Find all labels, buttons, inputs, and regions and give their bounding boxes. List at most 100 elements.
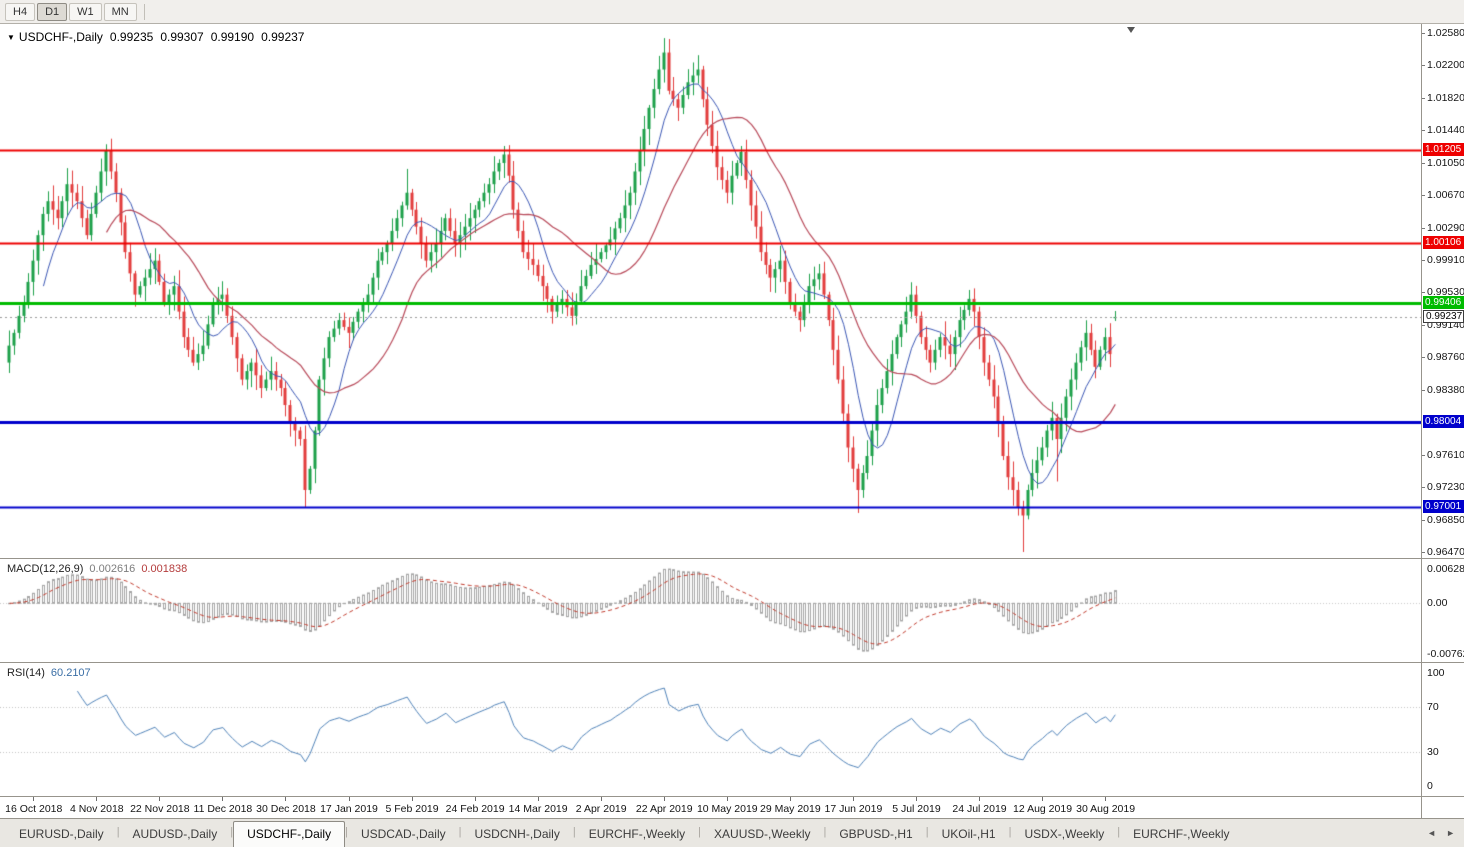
date-axis-tick-mark [726, 797, 728, 801]
timeframe-button-w1[interactable]: W1 [69, 2, 102, 21]
date-axis-label: 11 Dec 2018 [193, 803, 253, 815]
price-axis-tick-label: 0.99910 [1427, 253, 1464, 266]
price-axis-tick-mark [1422, 552, 1425, 553]
date-axis-tick-mark [285, 797, 287, 801]
rsi-indicator-name: RSI(14) [7, 667, 45, 679]
timeframe-button-mn[interactable]: MN [103, 2, 137, 21]
price-axis-tick-label: 1.02200 [1427, 59, 1464, 72]
price-axis-tick-label: 0.96470 [1427, 546, 1464, 558]
chart-tab-bar: EURUSD-,Daily | AUDUSD-,Daily | USDCHF-,Dail… [0, 818, 1464, 847]
date-axis-label: 17 Jan 2019 [320, 803, 378, 815]
price-axis-tick-label: 1.00290 [1427, 221, 1464, 234]
price-axis-tick-mark [1422, 227, 1425, 229]
price-axis-tick-label: 1.01050 [1427, 156, 1464, 169]
tab-separator: | [116, 826, 120, 838]
date-axis-label: 30 Aug 2019 [1076, 803, 1136, 815]
price-axis-tick-label: 1.00670 [1427, 189, 1464, 202]
chart-tab-xauusd-weekly[interactable]: XAUUSD-,Weekly [714, 827, 811, 841]
chart-tab-usdx-weekly[interactable]: USDX-,Weekly [1024, 827, 1105, 841]
price-axis-tick-mark [1422, 292, 1425, 294]
date-axis-tick-mark [1042, 797, 1044, 801]
chart-symbol-title: USDCHF-,Daily [18, 30, 103, 44]
macd-axis-label: 0.006286 [1427, 563, 1464, 575]
level-price-chip: 0.97001 [1423, 499, 1464, 513]
date-axis-tick-mark [789, 797, 791, 801]
current-price-chip: 0.99237 [1423, 309, 1464, 323]
price-axis-tick-label: 0.97610 [1427, 449, 1464, 462]
price-axis-tick-label: 1.02580 [1427, 27, 1464, 39]
price-axis-tick-mark [1422, 519, 1425, 521]
macd-axis-label: 0.00 [1427, 597, 1448, 610]
date-axis-tick-mark [915, 797, 917, 801]
date-axis-label: 30 Dec 2018 [256, 803, 316, 815]
tabs-scroll-left-button[interactable]: ◄ [1427, 828, 1437, 838]
price-axis-tick-mark [1422, 195, 1425, 197]
price-axis[interactable]: 1.02580 1.02200 1.01820 1.01440 1.01050 1.006… [1421, 0, 1464, 818]
date-axis-tick-mark [1105, 797, 1107, 801]
chart-symbol-info: ▼ USDCHF-,Daily 0.99235 0.99307 0.99190 0.992… [7, 30, 304, 44]
date-axis-label: 24 Feb 2019 [445, 803, 505, 815]
chart-tab-audusd-daily[interactable]: AUDUSD-,Daily [132, 827, 218, 841]
price-axis-tick-label: 0.99530 [1427, 286, 1464, 299]
chart-tab-eurusd-daily[interactable]: EURUSD-,Daily [19, 827, 104, 841]
chart-tab-gbpusd-h1[interactable]: GBPUSD-,H1 [839, 827, 913, 841]
date-axis-tick-mark [33, 797, 35, 801]
date-axis-label: 2 Apr 2019 [575, 803, 627, 815]
tabs-scroll-right-button[interactable]: ► [1446, 828, 1455, 838]
date-axis-tick-mark [600, 797, 602, 801]
date-axis-tick-mark [474, 797, 476, 801]
macd-signal-value: 0.001838 [141, 563, 188, 575]
tab-separator: | [698, 826, 702, 838]
date-axis[interactable]: 16 Oct 2018 4 Nov 2018 22 Nov 2018 11 Dec 2… [0, 797, 1421, 818]
chart-tab-eurchf-weekly[interactable]: EURCHF-,Weekly [588, 827, 686, 841]
level-price-chip: 1.00106 [1423, 236, 1464, 250]
macd-rsi-divider [0, 662, 1464, 663]
rsi-indicator-info: RSI(14) 60.2107 [7, 667, 91, 679]
chart-tab-usdcad-daily[interactable]: USDCAD-,Daily [360, 827, 446, 841]
macd-indicator-canvas[interactable] [0, 559, 1421, 662]
chart-tab-usdcnh-daily[interactable]: USDCNH-,Daily [474, 827, 560, 841]
collapse-triangle-icon[interactable]: ▼ [7, 33, 15, 42]
level-price-chip: 1.01205 [1423, 142, 1464, 156]
rsi-indicator-canvas[interactable] [0, 663, 1421, 796]
timeframe-button-h4[interactable]: H4 [5, 2, 36, 21]
tab-separator: | [572, 826, 576, 838]
main-chart-canvas[interactable] [0, 24, 1421, 558]
chart-tab-ukoil-h1[interactable]: UKOil-,H1 [941, 827, 996, 841]
chart-tab-usdchf-daily[interactable]: USDCHF-,Daily [233, 821, 346, 847]
macd-axis-label: -0.00762 [1427, 648, 1464, 660]
price-axis-tick-mark [1422, 455, 1425, 457]
date-axis-tick-mark [222, 797, 224, 801]
price-axis-tick-mark [1422, 487, 1425, 489]
ohlc-high-value: 0.99307 [160, 30, 204, 44]
price-axis-tick-mark [1422, 65, 1425, 67]
date-axis-label: 5 Jul 2019 [892, 803, 941, 815]
price-axis-tick-mark [1422, 162, 1425, 164]
rsi-axis-label: 70 [1427, 700, 1439, 713]
timeframe-button-d1[interactable]: D1 [37, 2, 68, 21]
toolbar-separator [143, 3, 145, 20]
date-axis-tick-mark [96, 797, 98, 801]
price-axis-tick-mark [1422, 389, 1425, 391]
rsi-axis-label: 100 [1427, 667, 1445, 679]
macd-indicator-name: MACD(12,26,9) [7, 563, 84, 575]
level-price-chip: 0.99406 [1423, 295, 1464, 309]
level-price-chip: 0.98004 [1423, 414, 1464, 428]
date-axis-label: 17 Jun 2019 [824, 803, 883, 815]
price-axis-tick-mark [1422, 325, 1425, 327]
main-macd-divider [0, 558, 1464, 559]
date-axis-tick-mark [537, 797, 539, 801]
date-axis-tick-mark [411, 797, 413, 801]
tab-separator: | [1008, 826, 1012, 838]
rsi-value: 60.2107 [50, 667, 91, 679]
rsi-axis-label: 0 [1427, 780, 1433, 792]
price-axis-tick-mark [1422, 33, 1425, 34]
chart-shift-marker-icon[interactable] [1127, 27, 1135, 33]
date-axis-tick-mark [979, 797, 980, 801]
rsi-axis-label: 30 [1427, 746, 1439, 759]
date-axis-tick-mark [348, 797, 350, 801]
tab-scroll-controls: ◄ ► [1422, 819, 1464, 847]
chart-tab-eurchf-weekly[interactable]: EURCHF-,Weekly [1133, 827, 1230, 841]
price-axis-tick-mark [1422, 97, 1425, 99]
date-axis-label: 5 Feb 2019 [385, 803, 439, 815]
